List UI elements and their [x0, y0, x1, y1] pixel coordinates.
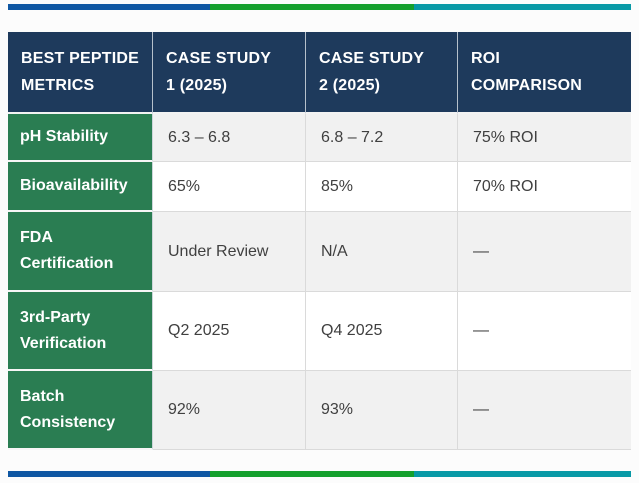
- value-cell: 65%: [153, 162, 306, 212]
- value-cell: —: [458, 212, 631, 292]
- bar-segment-blue: [8, 4, 210, 10]
- value-cell: 6.8 – 7.2: [306, 114, 458, 162]
- header-line: 1 (2025): [166, 77, 228, 94]
- comparison-table: BEST PEPTIDE METRICS CASE STUDY 1 (2025)…: [8, 32, 631, 450]
- metric-cell: Bioavailability: [8, 162, 153, 212]
- column-header-case-study-1: CASE STUDY 1 (2025): [153, 32, 306, 114]
- value-cell: 70% ROI: [458, 162, 631, 212]
- bar-segment-green: [210, 471, 414, 477]
- table-row: Bioavailability 65% 85% 70% ROI: [8, 162, 631, 212]
- bar-segment-blue: [8, 471, 210, 477]
- header-line: BEST PEPTIDE: [21, 50, 139, 67]
- header-row: BEST PEPTIDE METRICS CASE STUDY 1 (2025)…: [8, 32, 631, 114]
- metric-cell: pH Stability: [8, 114, 153, 162]
- metric-cell: Batch Consistency: [8, 371, 153, 450]
- header-line: 2 (2025): [319, 77, 381, 94]
- accent-bar-top: [8, 4, 631, 10]
- bar-segment-teal: [414, 471, 631, 477]
- value-cell: 75% ROI: [458, 114, 631, 162]
- column-header-roi: ROI COMPARISON: [458, 32, 631, 114]
- value-cell: —: [458, 292, 631, 371]
- value-cell: 92%: [153, 371, 306, 450]
- table-row: FDA Certification Under Review N/A —: [8, 212, 631, 292]
- bar-segment-teal: [414, 4, 631, 10]
- header-line: ROI: [471, 50, 501, 67]
- header-line: COMPARISON: [471, 77, 583, 94]
- value-cell: Q4 2025: [306, 292, 458, 371]
- column-header-case-study-2: CASE STUDY 2 (2025): [306, 32, 458, 114]
- metric-cell: FDA Certification: [8, 212, 153, 292]
- bar-segment-green: [210, 4, 414, 10]
- value-cell: 85%: [306, 162, 458, 212]
- value-cell: Under Review: [153, 212, 306, 292]
- metric-cell: 3rd-Party Verification: [8, 292, 153, 371]
- column-header-metrics: BEST PEPTIDE METRICS: [8, 32, 153, 114]
- table-row: 3rd-Party Verification Q2 2025 Q4 2025 —: [8, 292, 631, 371]
- header-line: METRICS: [21, 77, 95, 94]
- value-cell: 6.3 – 6.8: [153, 114, 306, 162]
- table-row: pH Stability 6.3 – 6.8 6.8 – 7.2 75% ROI: [8, 114, 631, 162]
- accent-bar-bottom: [8, 471, 631, 477]
- value-cell: Q2 2025: [153, 292, 306, 371]
- value-cell: 93%: [306, 371, 458, 450]
- value-cell: N/A: [306, 212, 458, 292]
- header-line: CASE STUDY: [319, 50, 425, 67]
- value-cell: —: [458, 371, 631, 450]
- table-row: Batch Consistency 92% 93% —: [8, 371, 631, 450]
- header-line: CASE STUDY: [166, 50, 272, 67]
